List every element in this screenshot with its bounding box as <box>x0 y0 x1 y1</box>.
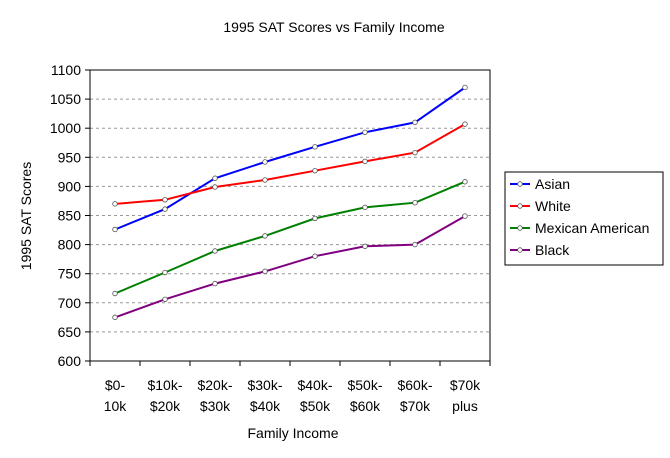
data-point <box>262 268 268 275</box>
data-point <box>312 253 318 259</box>
x-axis-title: Family Income <box>247 425 338 441</box>
y-tick-label: 1100 <box>51 62 81 78</box>
y-tick-label: 600 <box>58 353 82 369</box>
data-point <box>462 121 468 127</box>
data-point <box>262 177 268 183</box>
data-point <box>162 269 168 276</box>
y-tick-label: 750 <box>58 266 82 282</box>
y-tick-label: 1050 <box>50 91 81 107</box>
series-line <box>114 215 466 319</box>
data-point <box>362 129 368 135</box>
legend-item: Mexican American <box>510 220 649 236</box>
data-point <box>362 243 368 250</box>
data-point <box>312 167 318 174</box>
data-point <box>262 159 268 165</box>
legend-label: Mexican American <box>535 220 649 236</box>
data-point <box>112 226 118 233</box>
y-tick-label: 700 <box>58 295 82 311</box>
y-axis: 600 650 700 750 800 850 900 950 1000 1050 1100 <box>50 62 90 369</box>
data-point <box>412 241 418 248</box>
legend-label: Black <box>535 242 570 258</box>
legend: Asian White Mexican American Black <box>504 171 664 266</box>
y-tick-label: 900 <box>58 178 82 194</box>
legend-marker <box>517 225 523 231</box>
data-point <box>162 206 168 212</box>
data-point <box>412 149 418 156</box>
legend-item: Asian <box>510 176 570 192</box>
x-tick-label: $70k plus <box>450 377 481 414</box>
series-line <box>114 86 466 231</box>
legend-marker <box>517 247 523 253</box>
data-point <box>462 179 468 185</box>
x-tick-label: $10k-$20k <box>147 377 182 414</box>
series-mexican-american <box>112 179 468 297</box>
y-tick-label: 800 <box>58 237 82 253</box>
y-tick-label: 950 <box>58 149 82 165</box>
legend-marker <box>517 181 523 187</box>
data-point <box>112 201 118 207</box>
data-point <box>462 213 468 219</box>
data-point <box>362 204 368 211</box>
series-group <box>112 84 468 321</box>
data-point <box>162 296 168 303</box>
data-point <box>462 84 468 91</box>
series-line <box>114 123 466 205</box>
x-tick-label: $20k-$30k <box>197 377 232 414</box>
legend-label: Asian <box>535 176 570 192</box>
data-point <box>262 233 268 239</box>
y-tick-label: 650 <box>58 324 82 340</box>
series-white <box>112 121 468 207</box>
data-point <box>112 314 118 321</box>
data-point <box>212 175 218 181</box>
y-tick-label: 1000 <box>50 120 81 136</box>
series-black <box>112 213 468 321</box>
legend-label: White <box>535 198 571 214</box>
x-axis: $0-10k $10k-$20k $20k-$30k $30k-$40k $40k-$5… <box>89 361 491 414</box>
x-tick-label: $30k-$40k <box>247 377 282 414</box>
y-tick-label: 850 <box>58 208 82 224</box>
x-tick-label: $60k-$70k <box>397 377 432 414</box>
series-line <box>114 180 466 295</box>
legend-item: White <box>510 198 571 214</box>
data-point <box>312 144 318 150</box>
x-tick-label: $0-10k <box>104 377 128 414</box>
data-point <box>162 197 168 203</box>
y-axis-title: 1995 SAT Scores <box>18 162 34 270</box>
chart-title: 1995 SAT Scores vs Family Income <box>223 19 444 35</box>
legend-item: Black <box>510 242 570 258</box>
data-point <box>212 248 218 254</box>
data-point <box>362 158 368 165</box>
data-point <box>212 184 218 190</box>
data-point <box>212 280 218 287</box>
data-point <box>412 199 418 206</box>
series-asian <box>112 84 468 233</box>
legend-marker <box>517 203 523 209</box>
x-tick-label: $50k-$60k <box>347 377 382 414</box>
data-point <box>112 290 118 297</box>
data-point <box>412 119 418 126</box>
x-tick-label: $40k-$50k <box>297 377 332 414</box>
legend-box <box>504 171 664 266</box>
data-point <box>312 215 318 222</box>
